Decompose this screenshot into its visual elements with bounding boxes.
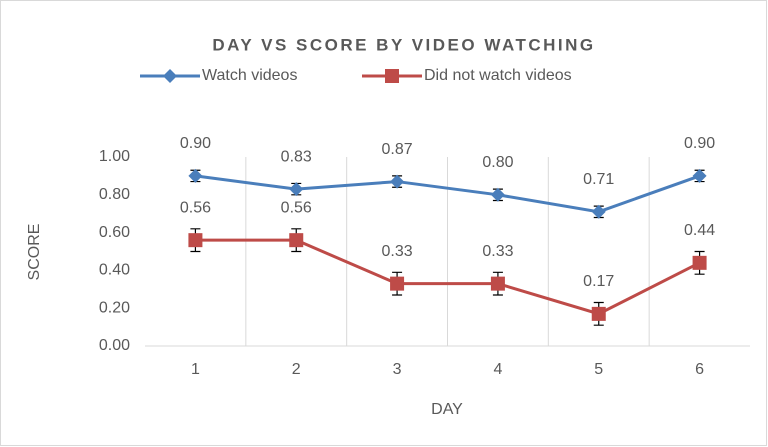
x-tick-label: 2	[292, 361, 301, 378]
data-label: 0.44	[684, 222, 715, 239]
data-label: 0.83	[281, 148, 312, 165]
marker	[390, 174, 405, 189]
x-tick-label: 3	[393, 361, 402, 378]
y-axis-label: SCORE	[26, 224, 43, 281]
data-label: 0.33	[382, 243, 413, 260]
legend-marker	[385, 69, 399, 83]
marker	[490, 187, 505, 202]
y-tick-label: 0.80	[99, 186, 130, 203]
y-tick-label: 0.60	[99, 224, 130, 241]
x-axis-label: DAY	[431, 401, 463, 418]
data-label: 0.56	[281, 199, 312, 216]
y-tick-label: 0.00	[99, 337, 130, 354]
data-label: 0.90	[684, 135, 715, 152]
data-label: 0.56	[180, 199, 211, 216]
marker	[289, 182, 304, 197]
marker	[289, 233, 304, 248]
legend-label: Watch videos	[202, 67, 297, 84]
marker	[692, 255, 707, 270]
legend-marker	[163, 69, 177, 83]
marker	[490, 276, 505, 291]
x-tick-label: 1	[191, 361, 200, 378]
data-label: 0.90	[180, 135, 211, 152]
marker	[390, 276, 405, 291]
x-tick-label: 5	[594, 361, 603, 378]
data-label: 0.87	[382, 141, 413, 158]
y-tick-label: 1.00	[99, 148, 130, 165]
series-line	[195, 174, 701, 214]
marker	[692, 168, 707, 183]
data-label: 0.71	[583, 171, 614, 188]
legend-label: Did not watch videos	[424, 67, 572, 84]
series-line	[195, 238, 701, 316]
marker	[591, 204, 606, 219]
marker	[188, 233, 203, 248]
x-tick-label: 4	[493, 361, 502, 378]
y-tick-label: 0.40	[99, 262, 130, 279]
x-tick-label: 6	[695, 361, 704, 378]
marker	[188, 168, 203, 183]
data-label: 0.33	[482, 243, 513, 260]
data-label: 0.80	[482, 154, 513, 171]
y-tick-label: 0.20	[99, 299, 130, 316]
data-label: 0.17	[583, 273, 614, 290]
marker	[591, 306, 606, 321]
chart-title: DAY VS SCORE BY VIDEO WATCHING	[212, 35, 595, 54]
